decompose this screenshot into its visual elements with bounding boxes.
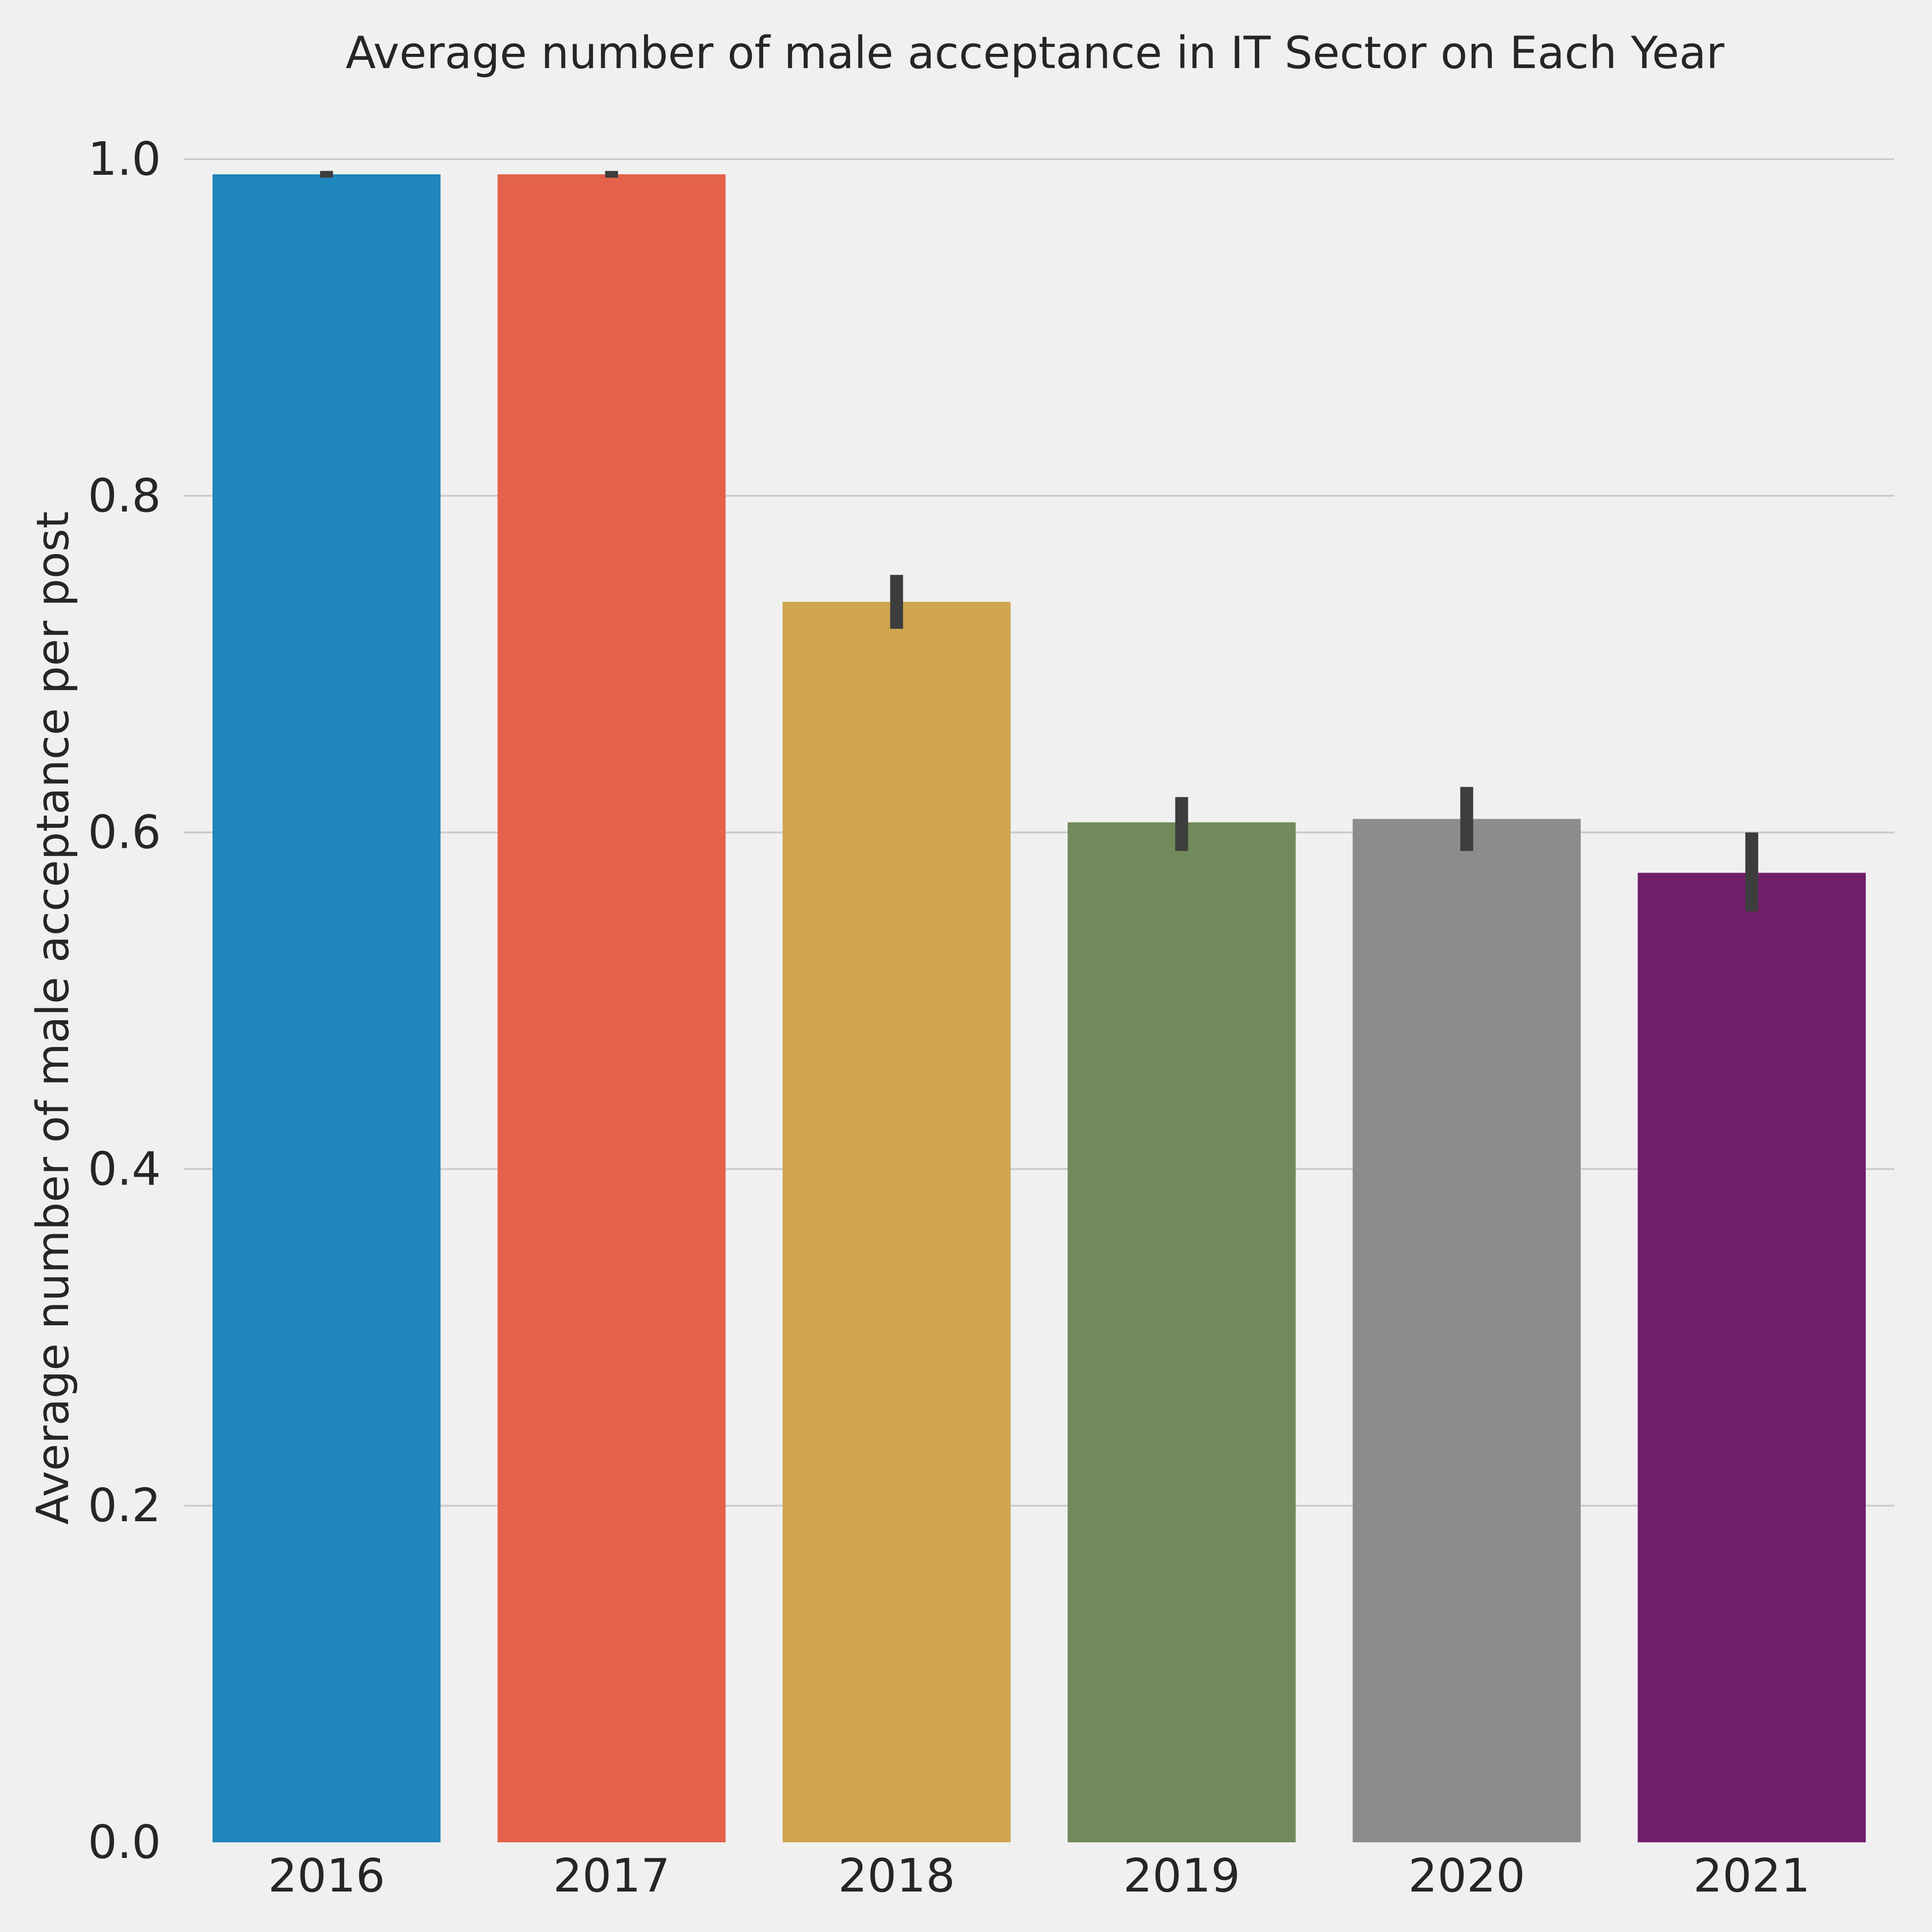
bar-2016 (212, 174, 441, 1843)
x-tick-label: 2021 (1693, 1849, 1811, 1903)
x-axis-ticks: 2016 2017 2018 2019 2020 2021 (268, 1849, 1811, 1903)
x-tick-label: 2016 (268, 1849, 385, 1903)
y-tick-label: 0.4 (88, 1142, 161, 1196)
error-bars (320, 171, 1759, 912)
y-axis-label: Average number of male acceptance per po… (27, 512, 79, 1525)
bar-2019 (1067, 822, 1296, 1842)
bar-2017 (497, 174, 726, 1843)
y-tick-label: 0.6 (88, 805, 161, 859)
chart-title: Average number of male acceptance in IT … (345, 27, 1725, 79)
bars (212, 174, 1866, 1843)
bar-2018 (782, 602, 1011, 1843)
y-tick-label: 0.0 (88, 1815, 161, 1869)
x-tick-label: 2019 (1123, 1849, 1241, 1903)
x-tick-label: 2020 (1408, 1849, 1525, 1903)
bar-2021 (1638, 873, 1866, 1842)
x-tick-label: 2018 (838, 1849, 955, 1903)
x-tick-label: 2017 (553, 1849, 670, 1903)
bar-2020 (1352, 819, 1581, 1842)
y-tick-label: 1.0 (88, 132, 161, 186)
y-tick-label: 0.2 (88, 1478, 161, 1532)
y-axis-ticks: 0.0 0.2 0.4 0.6 0.8 1.0 (88, 132, 161, 1869)
gridlines (184, 158, 1894, 1507)
y-tick-label: 0.8 (88, 469, 161, 523)
